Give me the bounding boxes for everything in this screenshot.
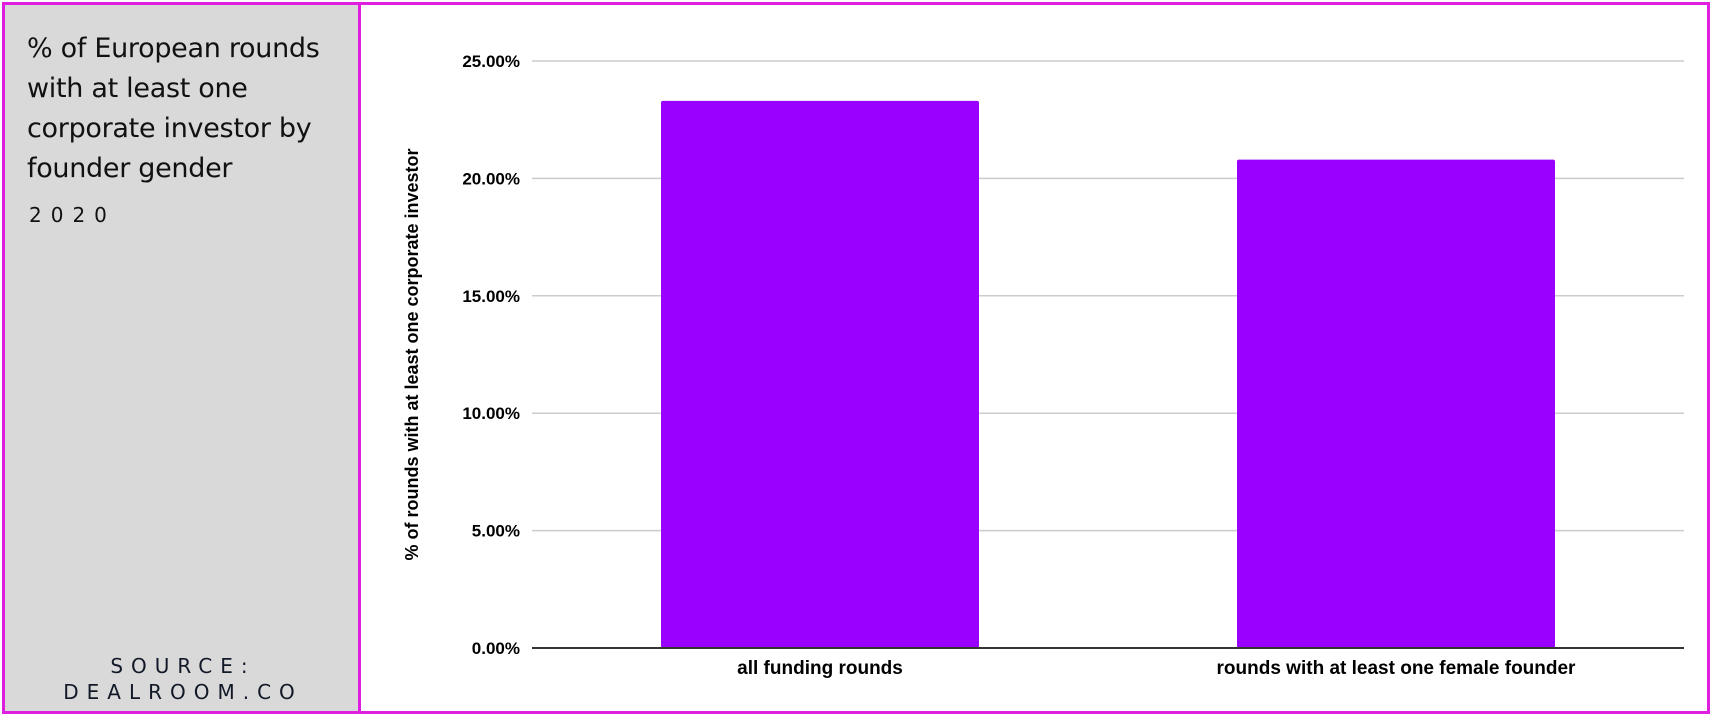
source-label: SOURCE: xyxy=(110,654,256,678)
y-tick-label: 25.00% xyxy=(462,52,520,71)
bar-chart: 0.00% 5.00% 10.00% 15.00% 20.00% 25.00% all fu… xyxy=(402,52,1684,679)
chart-year: 2020 xyxy=(29,203,116,227)
y-tick-label: 10.00% xyxy=(462,404,520,423)
y-tick-label: 5.00% xyxy=(472,522,520,541)
sidebar-panel: % of European rounds with at least one c… xyxy=(5,5,361,711)
bar xyxy=(661,100,979,648)
chart-title: % of European rounds with at least one c… xyxy=(27,33,320,184)
x-tick-label: rounds with at least one female founder xyxy=(1217,658,1577,679)
y-tick-label: 20.00% xyxy=(462,169,520,188)
source-credit: SOURCE: DEALROOM.CO xyxy=(5,653,361,705)
y-tick-label: 0.00% xyxy=(472,639,520,658)
bar xyxy=(1237,159,1555,648)
source-name: DEALROOM.CO xyxy=(63,680,303,704)
y-axis-label: % of rounds with at least one corporate … xyxy=(402,148,422,560)
y-tick-label: 15.00% xyxy=(462,287,520,306)
chart-area: 0.00% 5.00% 10.00% 15.00% 20.00% 25.00% all fu… xyxy=(364,5,1710,711)
x-tick-label: all funding rounds xyxy=(737,658,903,679)
